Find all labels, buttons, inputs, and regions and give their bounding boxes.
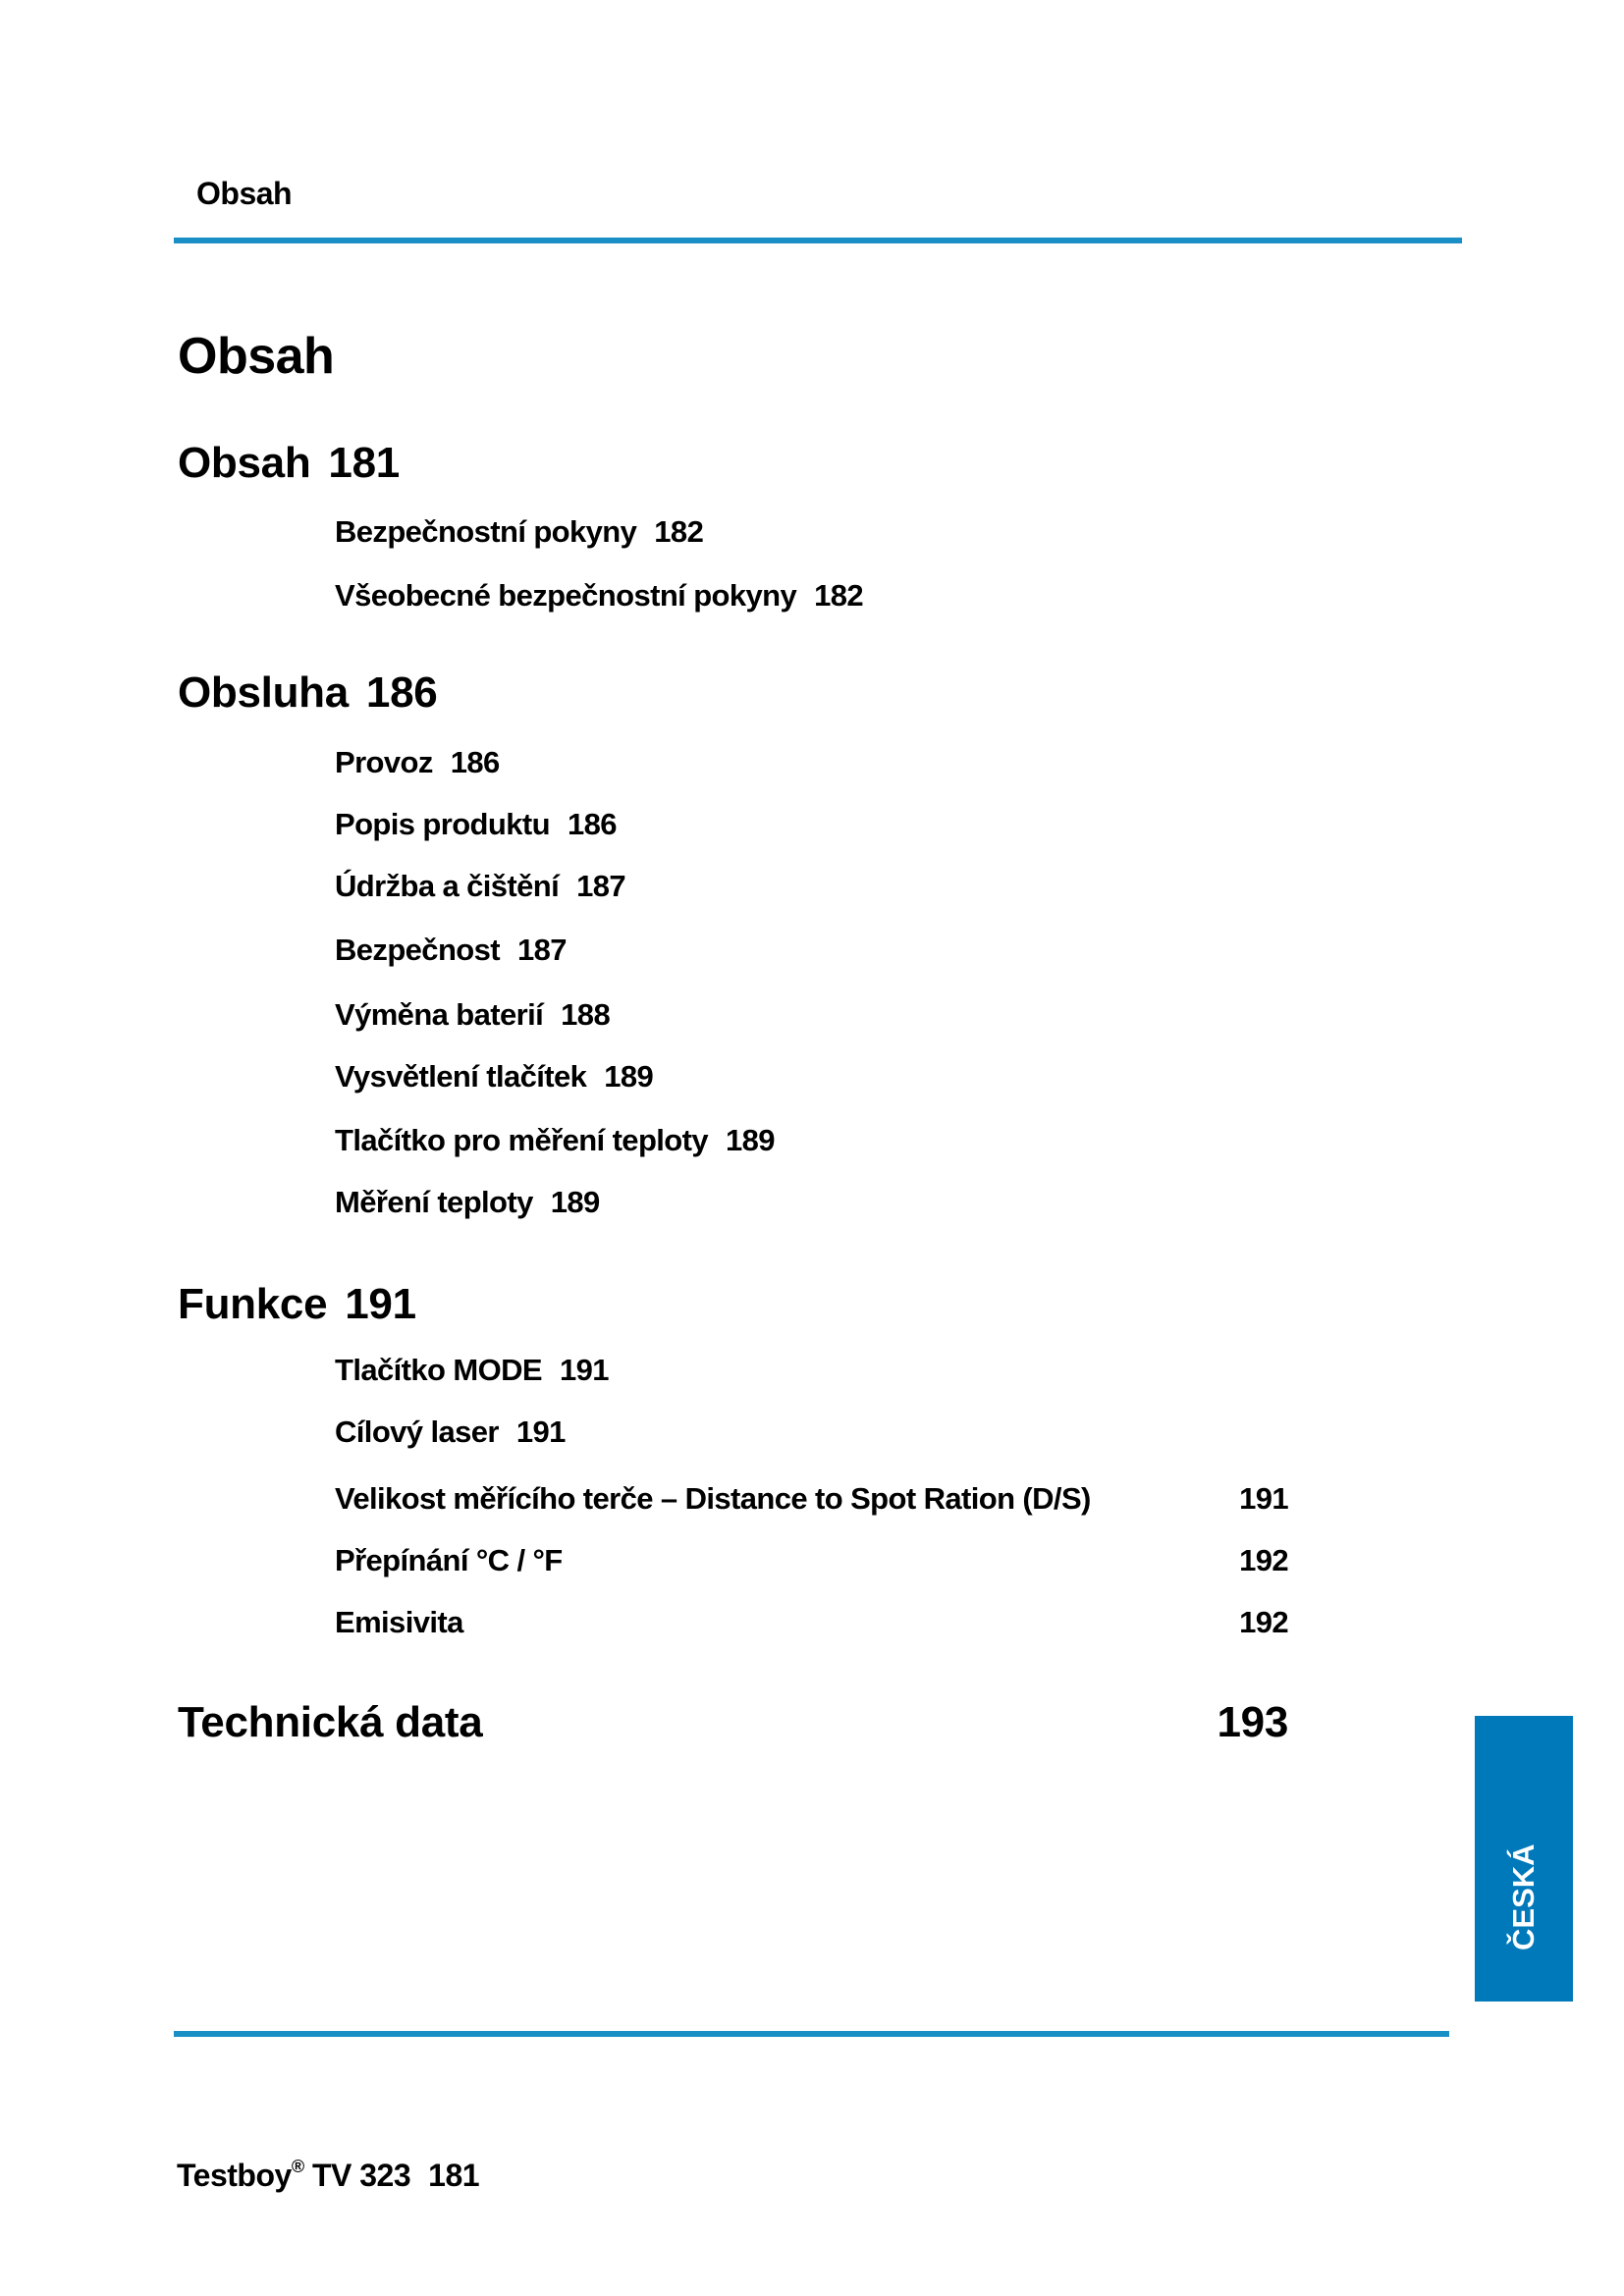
toc-item-label: Tlačítko pro měření teploty (335, 1123, 709, 1157)
toc-item-label: Vysvětlení tlačítek (335, 1059, 587, 1094)
language-tab: ČESKÁ (1475, 1716, 1573, 2002)
toc-item-label: Popis produktu (335, 807, 551, 841)
toc-item-label: Tlačítko MODE (335, 1353, 543, 1387)
toc-item[interactable]: Popis produktu 186 (335, 809, 617, 839)
toc-section-obsluha[interactable]: Obsluha 186 (178, 668, 438, 717)
toc-item-label: Všeobecné bezpečnostní pokyny (335, 578, 797, 613)
footer-page-number: 181 (428, 2158, 480, 2193)
toc-item[interactable]: Tlačítko pro měření teploty 189 (335, 1123, 776, 1157)
toc-item[interactable]: Velikost měřícího terče – Distance to Sp… (335, 1483, 1456, 1514)
toc-item[interactable]: Údržba a čištění 187 (335, 869, 626, 903)
toc-page-number: 189 (604, 1059, 654, 1094)
footer-brand: Testboy (177, 2158, 292, 2193)
toc-page-number: 187 (516, 933, 568, 967)
footer: Testboy® TV 323 181 (177, 2157, 480, 2193)
toc-section-title: Obsluha (178, 668, 349, 717)
toc-item[interactable]: Výměna baterií 188 (335, 997, 611, 1032)
toc-item[interactable]: Měření teploty 189 (335, 1187, 600, 1217)
toc-section-title: Funkce (178, 1280, 328, 1328)
toc-item-label: Údržba a čištění (335, 869, 560, 903)
registered-mark: ® (291, 2157, 304, 2176)
toc-section-title: Technická data (178, 1698, 483, 1746)
toc-item-label: Bezpečnostní pokyny (335, 514, 637, 549)
toc-item-label: Měření teploty (335, 1185, 533, 1219)
toc-item[interactable]: Přepínání °C / °F 192 (335, 1545, 1456, 1575)
toc-item[interactable]: Cílový laser 191 (335, 1416, 566, 1447)
toc-item[interactable]: Bezpečnostní pokyny 182 (335, 514, 704, 549)
running-header: Obsah (196, 176, 293, 211)
toc-page-number: 189 (726, 1123, 776, 1157)
toc-page-number: 186 (365, 668, 438, 717)
toc-section-title: Obsah (178, 439, 311, 487)
toc-section-funkce[interactable]: Funkce 191 (178, 1283, 416, 1326)
toc-item-label: Přepínání °C / °F (335, 1543, 563, 1577)
toc-page-number: 188 (561, 997, 611, 1032)
toc-page-number: 186 (450, 745, 501, 779)
toc-item-label: Velikost měřícího terče – Distance to Sp… (335, 1481, 1091, 1516)
toc-item-label: Výměna baterií (335, 997, 544, 1032)
toc-item-label: Cílový laser (335, 1415, 499, 1449)
toc-item[interactable]: Vysvětlení tlačítek 189 (335, 1059, 654, 1094)
toc-page-number: 186 (567, 807, 618, 841)
toc-item-label: Emisivita (335, 1605, 463, 1639)
toc-item[interactable]: Všeobecné bezpečnostní pokyny 182 (335, 578, 864, 613)
toc-page-number: 181 (328, 439, 400, 487)
toc-item[interactable]: Provoz 186 (335, 747, 500, 777)
toc-page-number: 192 (1239, 1543, 1289, 1577)
toc-page-number: 187 (576, 869, 626, 903)
toc-item-label: Bezpečnost (335, 933, 501, 967)
toc-page-number: 191 (515, 1415, 567, 1449)
toc-item-label: Provoz (335, 745, 433, 779)
toc-page-number: 191 (1239, 1481, 1289, 1516)
footer-model: TV 323 (311, 2158, 411, 2193)
toc-page-number: 192 (1239, 1605, 1289, 1639)
page-title: Obsah (178, 328, 335, 385)
language-tab-label: ČESKÁ (1506, 1843, 1541, 1950)
footer-rule (174, 2031, 1449, 2037)
header-rule (174, 238, 1462, 243)
toc-item[interactable]: Bezpečnost 187 (335, 933, 568, 967)
toc-section-obsah[interactable]: Obsah 181 (178, 442, 400, 485)
toc-page-number: 191 (559, 1353, 610, 1387)
toc-page-number: 182 (814, 578, 864, 613)
toc-page-number: 182 (654, 514, 704, 549)
toc-page-number: 191 (345, 1280, 416, 1328)
toc-section-technicka-data[interactable]: Technická data 193 (178, 1701, 1456, 1744)
toc-page-number: 193 (1217, 1698, 1288, 1746)
toc-item[interactable]: Emisivita 192 (335, 1607, 1456, 1637)
toc-item[interactable]: Tlačítko MODE 191 (335, 1353, 610, 1387)
toc-page-number: 189 (550, 1185, 601, 1219)
